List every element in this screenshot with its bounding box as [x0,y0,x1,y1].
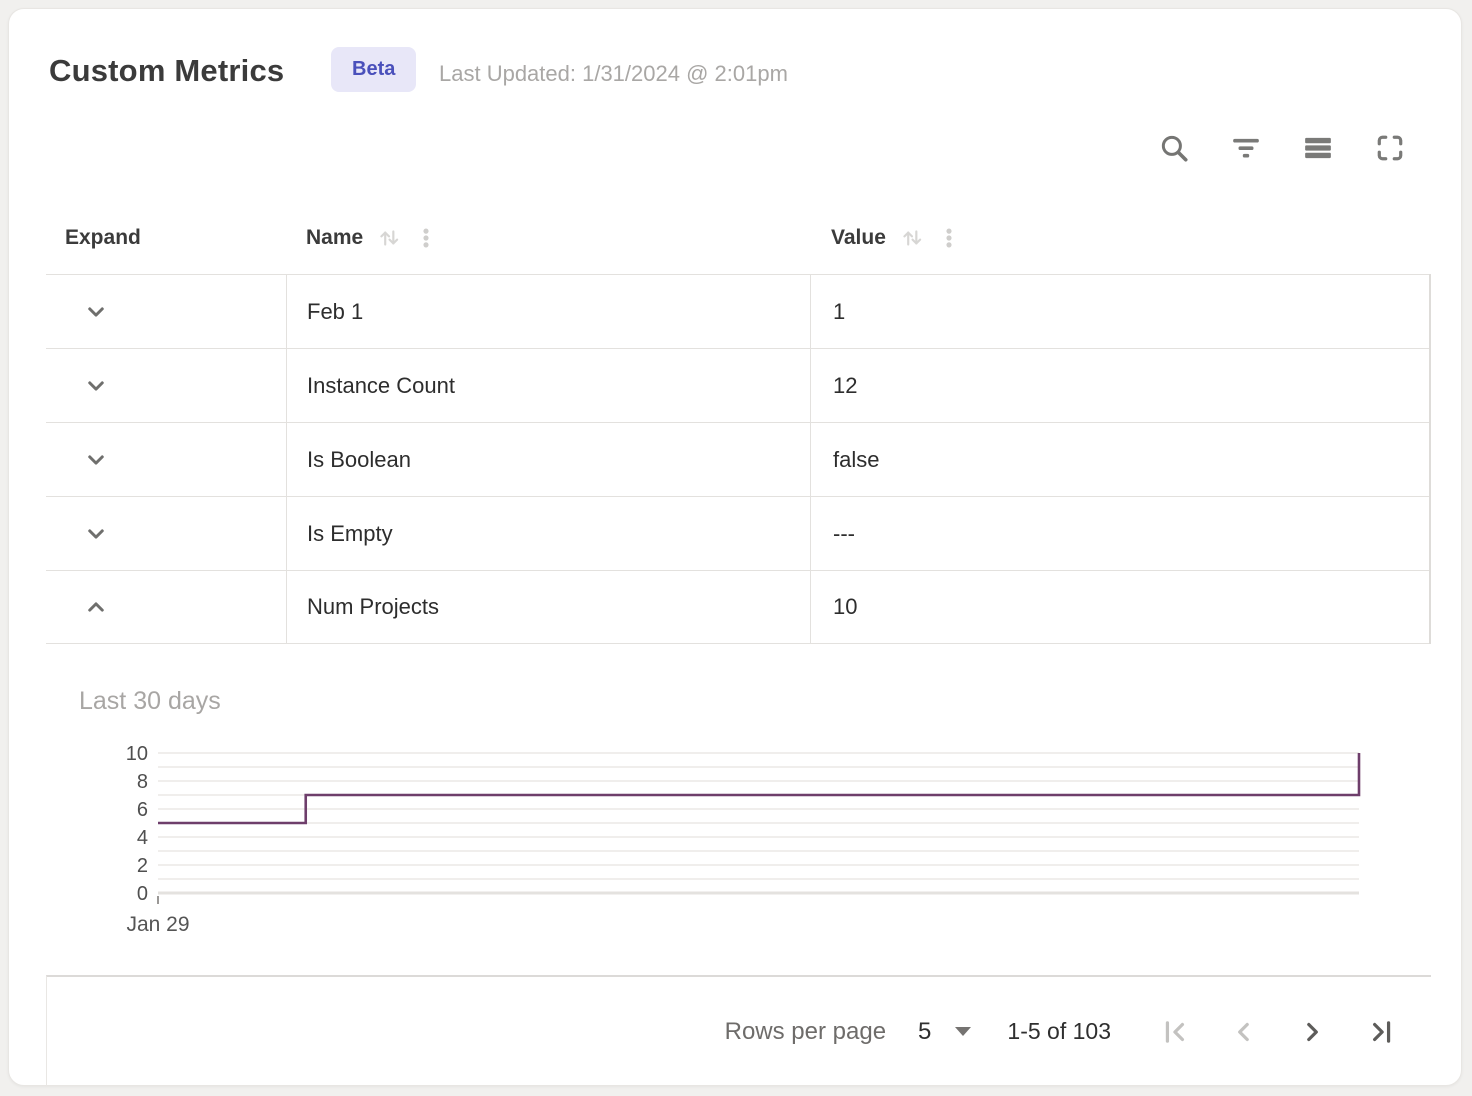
step-line-chart: 0 2 4 6 8 10 Jan 29 [126,743,1361,936]
column-menu-icon[interactable] [938,226,960,250]
table-header-row: Expand Name Value [46,201,1431,274]
filter-button[interactable] [1229,131,1263,165]
cell-value: 1 [833,298,846,324]
cell-name: Is Empty [287,497,811,570]
rows-per-page-value: 5 [918,1017,932,1045]
fullscreen-icon [1377,135,1403,161]
chevron-down-icon [88,454,104,465]
svg-text:10: 10 [126,743,148,765]
chevron-down-icon [88,528,104,539]
pagination-bar: Rows per page 5 1-5 of 103 [46,975,1431,1086]
chevron-up-icon [88,602,104,612]
beta-badge: Beta [331,47,417,92]
cell-value: 12 [833,372,858,398]
prev-page-button [1229,1017,1259,1047]
expand-button[interactable] [76,514,116,554]
expand-button[interactable] [76,366,116,406]
search-button[interactable] [1157,131,1191,165]
expand-button[interactable] [76,440,116,480]
cell-value: 10 [833,594,858,619]
column-menu-icon[interactable] [415,226,437,250]
chevron-left-icon [1238,1022,1249,1041]
table-row: Instance Count 12 [46,348,1429,422]
cell-value: --- [833,520,855,546]
chevron-down-icon [88,306,104,317]
table-row: Is Empty --- [46,496,1429,570]
cell-name: Instance Count [287,349,811,422]
column-header-value-label: Value [831,225,886,249]
table-row: Is Boolean false [46,422,1429,496]
density-icon [1305,137,1331,159]
cell-name: Num Projects [287,571,811,643]
table-row: Num Projects 10 [46,570,1429,644]
column-header-name-label: Name [306,225,364,249]
first-page-icon [1165,1020,1185,1043]
next-page-button[interactable] [1297,1017,1327,1047]
rows-per-page-label: Rows per page [724,1017,887,1045]
column-header-expand-label: Expand [65,225,141,249]
collapse-button[interactable] [76,587,116,627]
detail-chart: 0 2 4 6 8 10 Jan 29 [101,741,1391,951]
density-button[interactable] [1301,131,1335,165]
metrics-table: Expand Name Value [46,201,1431,644]
column-header-name[interactable]: Name [287,225,811,251]
rows-per-page-select[interactable]: 5 [918,1017,972,1046]
cell-name: Feb 1 [287,275,811,348]
cell-value: false [833,446,880,472]
column-header-expand: Expand [46,226,287,250]
custom-metrics-card: Custom Metrics Beta Last Updated: 1/31/2… [8,8,1462,1086]
filter-icon [1233,138,1259,158]
svg-text:4: 4 [137,827,148,849]
svg-text:0: 0 [137,883,148,905]
chevron-right-icon [1307,1022,1318,1041]
detail-panel-label: Last 30 days [79,687,221,715]
dropdown-caret-icon [955,1027,972,1036]
sort-icon[interactable] [899,225,925,251]
last-updated-text: Last Updated: 1/31/2024 @ 2:01pm [439,61,788,86]
last-page-icon [1373,1020,1391,1043]
chevron-down-icon [88,380,104,391]
table-row: Feb 1 1 [46,274,1429,348]
expand-button[interactable] [76,292,116,332]
search-icon [1161,135,1188,162]
last-page-button[interactable] [1365,1017,1395,1047]
fullscreen-button[interactable] [1373,131,1407,165]
page-title: Custom Metrics [49,53,285,88]
svg-text:6: 6 [137,799,148,821]
table-body: Feb 1 1 Instance Count 12 Is Boole [46,274,1431,644]
grid-toolbar [1157,131,1407,165]
page-range-label: 1-5 of 103 [1007,1018,1111,1044]
column-header-value[interactable]: Value [811,225,1431,251]
pagination-nav [1161,1017,1395,1047]
sort-icon[interactable] [376,225,402,251]
svg-text:8: 8 [137,771,148,793]
svg-text:2: 2 [137,855,148,877]
cell-name: Is Boolean [287,423,811,496]
svg-text:Jan 29: Jan 29 [126,913,189,936]
first-page-button [1161,1017,1191,1047]
